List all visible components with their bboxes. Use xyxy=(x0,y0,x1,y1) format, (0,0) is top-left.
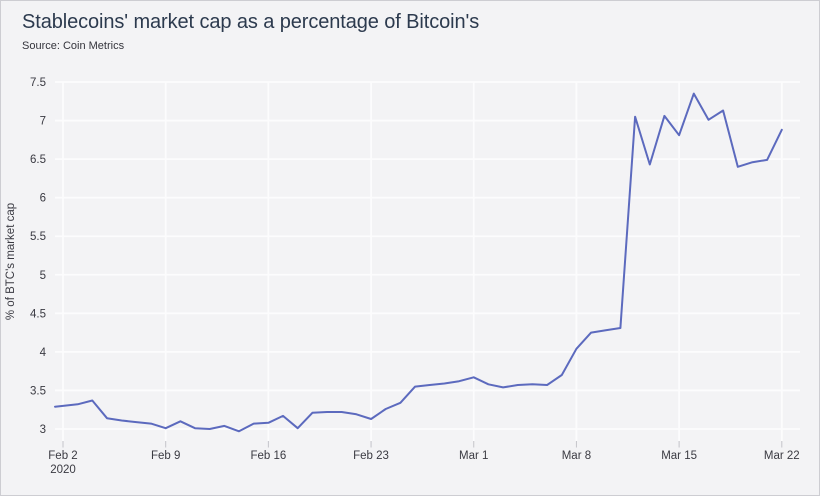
y-tick-label: 6 xyxy=(40,193,46,205)
y-tick-label: 5 xyxy=(40,270,46,282)
x-tick-label: Mar 8 xyxy=(562,450,591,462)
y-tick-label: 7.5 xyxy=(30,77,46,89)
y-tick-label: 4 xyxy=(40,347,47,359)
y-tick-label: 7 xyxy=(40,116,46,128)
x-tick-year-label: 2020 xyxy=(50,464,76,476)
data-line-series xyxy=(54,92,783,433)
source-label: Source: Coin Metrics xyxy=(22,40,125,52)
y-tick-label: 4.5 xyxy=(30,308,46,320)
page-title: Stablecoins' market cap as a percentage … xyxy=(22,11,480,33)
x-tick-label: Mar 1 xyxy=(459,450,488,462)
x-tick-label: Mar 15 xyxy=(661,450,697,462)
x-tick-label: Feb 16 xyxy=(250,450,286,462)
x-tick-label: Feb 9 xyxy=(151,450,180,462)
x-tick-label: Mar 22 xyxy=(764,450,800,462)
y-tick-label: 3.5 xyxy=(30,385,46,397)
y-tick-label: 6.5 xyxy=(30,154,46,166)
x-tick-label: Feb 23 xyxy=(353,450,389,462)
y-axis-title: % of BTC's market cap xyxy=(5,203,17,320)
y-tick-label: 5.5 xyxy=(30,231,46,243)
y-tick-label: 3 xyxy=(40,424,46,436)
x-tick-label: Feb 2 xyxy=(48,450,77,462)
